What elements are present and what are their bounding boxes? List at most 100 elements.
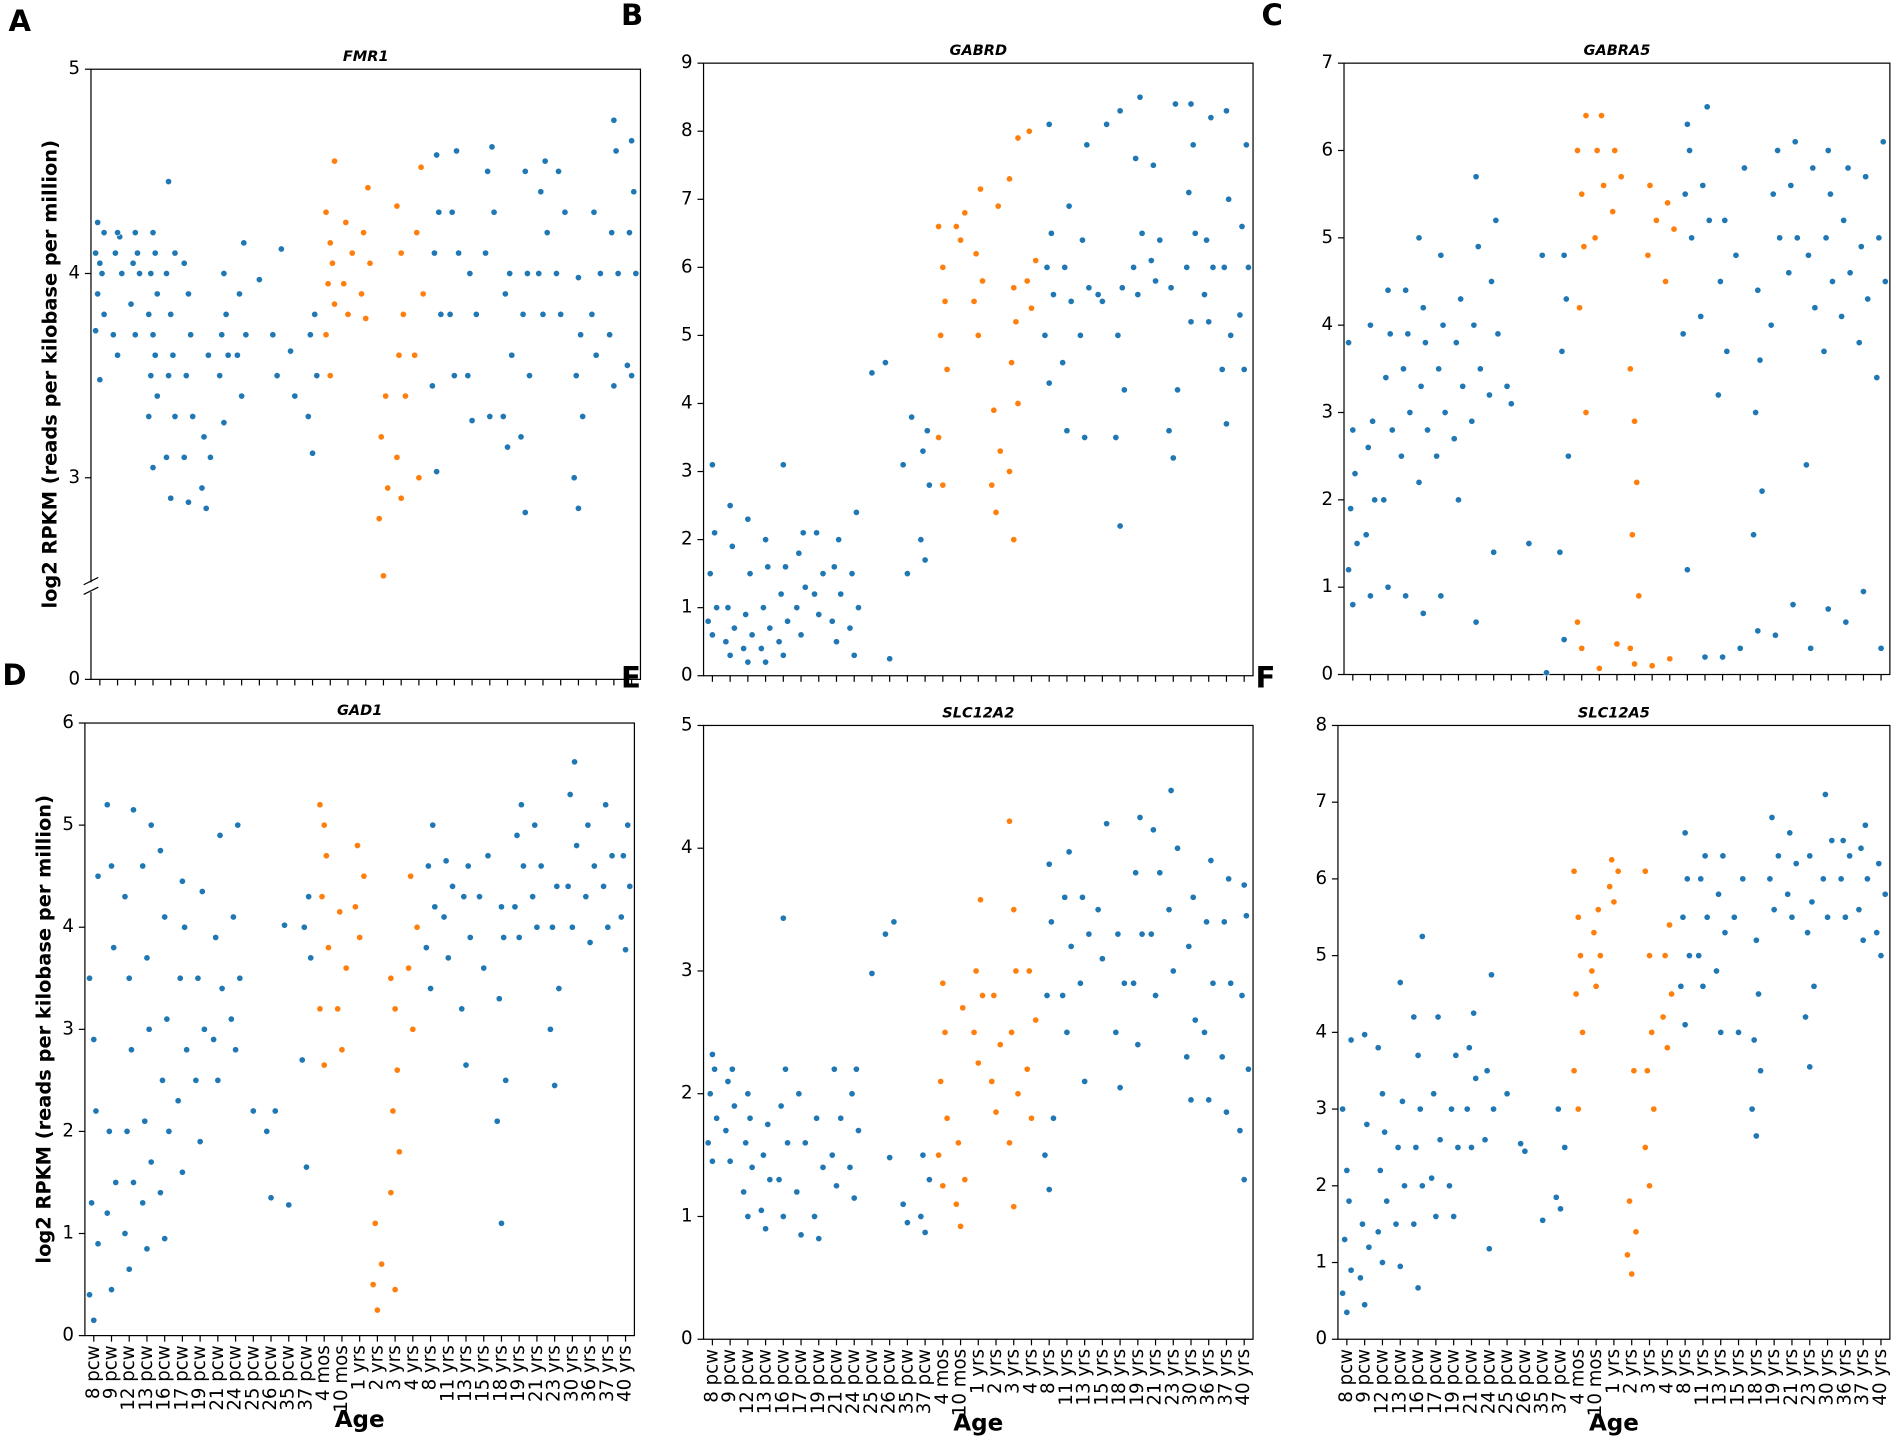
data-point xyxy=(606,331,614,339)
data-point xyxy=(1721,929,1729,937)
data-point xyxy=(1364,443,1372,451)
data-point xyxy=(728,542,736,550)
data-point xyxy=(1784,890,1792,898)
data-point xyxy=(1380,496,1388,504)
x-tick-label: 1 yrs xyxy=(349,1345,370,1390)
data-point xyxy=(1351,470,1359,478)
data-point xyxy=(1114,930,1122,938)
data-point xyxy=(1452,1051,1460,1059)
data-point xyxy=(1183,1053,1191,1061)
x-tick-label: 37 pcw xyxy=(914,1349,935,1414)
data-point xyxy=(1715,890,1723,898)
data-point xyxy=(1341,1236,1349,1243)
data-point xyxy=(222,310,230,318)
data-point xyxy=(1590,929,1598,937)
data-point xyxy=(797,631,805,639)
data-point xyxy=(373,1306,381,1314)
data-point xyxy=(277,245,285,253)
plot-frame xyxy=(702,724,1254,1340)
data-point xyxy=(320,1061,328,1069)
data-point xyxy=(1455,496,1462,504)
data-point xyxy=(90,1316,98,1324)
data-point xyxy=(1098,955,1106,963)
data-point xyxy=(1428,1174,1436,1182)
data-point xyxy=(1679,330,1687,338)
data-point xyxy=(180,453,188,461)
data-point xyxy=(1014,134,1022,142)
data-point xyxy=(236,974,244,982)
data-point xyxy=(537,188,545,196)
data-point xyxy=(757,645,765,652)
data-point xyxy=(848,570,856,578)
y-axis-label: log2 RPKM (reads per kilobase per millio… xyxy=(32,795,55,1264)
x-tick-label: 40 yrs xyxy=(615,1345,636,1402)
data-point xyxy=(131,229,139,237)
data-point xyxy=(1600,181,1608,189)
data-point xyxy=(1809,164,1817,172)
data-point xyxy=(1735,1028,1742,1036)
data-point xyxy=(1701,852,1709,860)
data-point xyxy=(529,893,537,901)
data-point xyxy=(1628,531,1636,539)
data-point xyxy=(566,791,574,798)
data-point xyxy=(837,1114,845,1122)
data-point xyxy=(338,1046,346,1054)
data-point xyxy=(1361,1031,1369,1039)
data-point xyxy=(899,1200,907,1208)
data-point xyxy=(216,831,224,839)
data-point xyxy=(762,658,770,666)
data-point xyxy=(1205,1096,1213,1104)
data-point xyxy=(748,631,756,639)
data-point xyxy=(793,1188,801,1196)
data-point xyxy=(287,347,295,355)
data-point xyxy=(1748,1105,1756,1113)
x-tick-label: 16 pcw xyxy=(154,1345,175,1410)
panel-letter: E xyxy=(621,660,641,694)
data-point xyxy=(777,590,785,598)
data-point xyxy=(331,157,338,165)
panel-letter: F xyxy=(1255,660,1275,694)
x-tick-label: 12 pcw xyxy=(737,1349,758,1414)
data-point xyxy=(974,331,982,339)
data-point xyxy=(139,1199,147,1207)
data-point xyxy=(1394,1143,1402,1151)
data-point xyxy=(1430,1090,1438,1098)
data-point xyxy=(86,974,93,982)
data-point xyxy=(1490,548,1498,556)
data-point xyxy=(1820,347,1828,355)
data-point xyxy=(147,821,155,829)
data-point xyxy=(121,893,129,901)
axis-break xyxy=(83,576,99,586)
data-point xyxy=(1207,114,1215,122)
data-point xyxy=(134,249,141,257)
data-point xyxy=(1681,829,1689,837)
data-point xyxy=(1806,1063,1814,1071)
data-point xyxy=(546,1025,554,1033)
data-point xyxy=(151,351,159,359)
data-point xyxy=(378,1260,386,1268)
data-point xyxy=(1631,660,1639,668)
x-tick-label: 3 yrs xyxy=(1639,1349,1660,1394)
x-tick-label: 13 pcw xyxy=(755,1349,776,1414)
data-point xyxy=(582,893,590,901)
data-point xyxy=(1577,952,1584,960)
data-point xyxy=(779,914,787,922)
data-point xyxy=(726,1157,734,1165)
data-point xyxy=(1598,112,1605,120)
x-tick-label: 21 yrs xyxy=(1781,1349,1802,1406)
y-tick-label: 4 xyxy=(1315,1021,1327,1042)
data-point xyxy=(992,1108,1000,1116)
data-point xyxy=(1570,1067,1578,1075)
data-point xyxy=(1061,263,1069,271)
data-point xyxy=(1012,967,1020,975)
data-point xyxy=(1846,852,1854,860)
data-point xyxy=(846,1163,854,1171)
x-tick-label: 15 yrs xyxy=(473,1345,494,1402)
data-point xyxy=(917,1213,925,1220)
x-tick-label: 37 yrs xyxy=(597,1345,618,1402)
data-point xyxy=(484,167,492,175)
data-point xyxy=(484,852,492,860)
data-point xyxy=(855,1127,862,1135)
data-point xyxy=(1347,505,1355,513)
x-tick-label: 37 pcw xyxy=(1549,1349,1570,1414)
